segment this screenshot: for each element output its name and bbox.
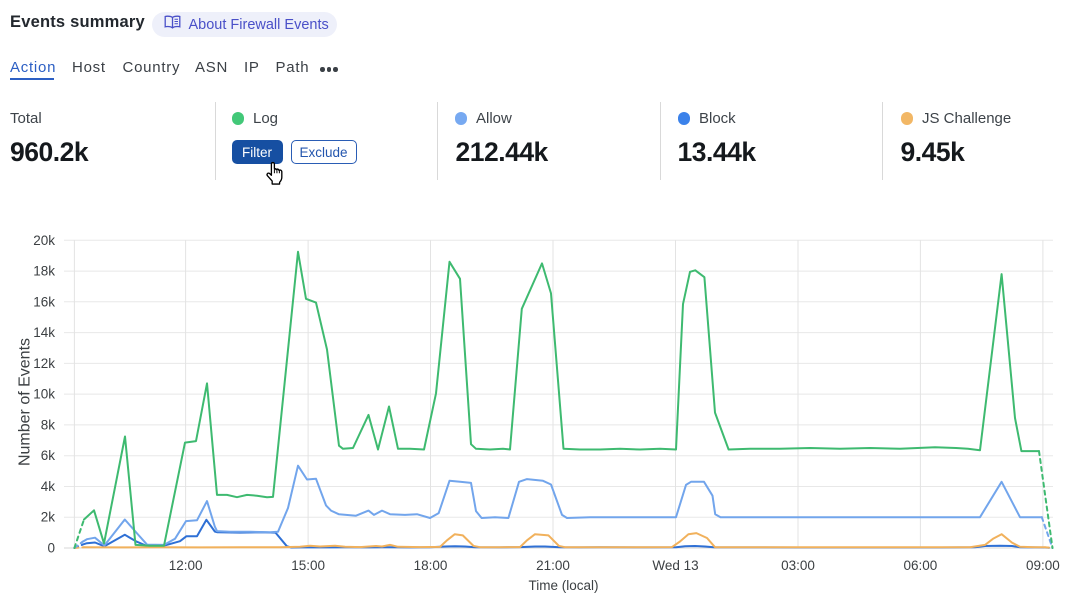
svg-text:Wed 13: Wed 13 [652, 558, 698, 573]
svg-text:Number of Events: Number of Events [17, 338, 34, 466]
svg-text:03:00: 03:00 [781, 558, 815, 573]
svg-text:15:00: 15:00 [291, 558, 325, 573]
svg-text:12:00: 12:00 [169, 558, 203, 573]
svg-text:18k: 18k [33, 264, 55, 279]
svg-text:6k: 6k [41, 448, 56, 463]
svg-text:06:00: 06:00 [904, 558, 938, 573]
svg-text:09:00: 09:00 [1026, 558, 1060, 573]
svg-text:Time (local): Time (local) [528, 578, 598, 593]
svg-text:21:00: 21:00 [536, 558, 570, 573]
svg-text:20k: 20k [33, 233, 55, 248]
svg-text:14k: 14k [33, 325, 55, 340]
svg-text:12k: 12k [33, 356, 55, 371]
svg-text:10k: 10k [33, 387, 55, 402]
svg-text:0: 0 [47, 541, 55, 556]
svg-text:8k: 8k [41, 417, 56, 432]
svg-text:4k: 4k [41, 479, 56, 494]
svg-text:16k: 16k [33, 294, 55, 309]
svg-text:2k: 2k [41, 510, 56, 525]
svg-text:18:00: 18:00 [414, 558, 448, 573]
